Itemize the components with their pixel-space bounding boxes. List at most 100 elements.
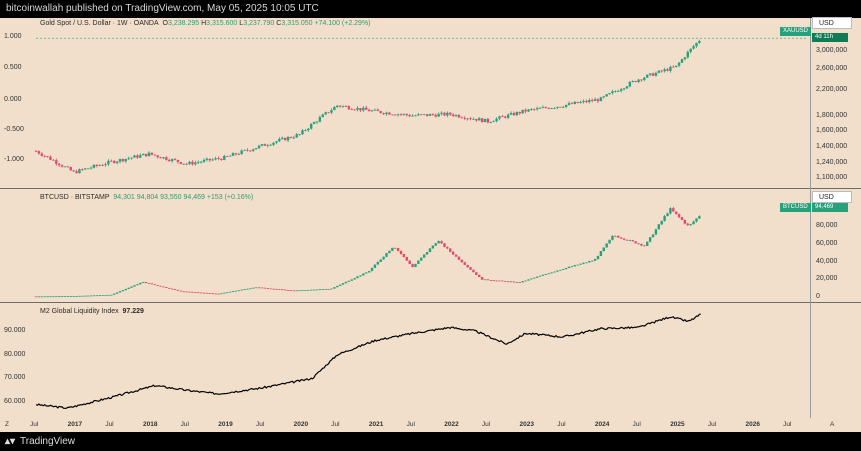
btc-candle bbox=[483, 279, 487, 281]
gold-candle bbox=[382, 113, 385, 115]
gold-candle bbox=[98, 165, 101, 166]
gold-candle bbox=[304, 130, 307, 132]
btc-candle bbox=[692, 221, 695, 225]
gold-candle bbox=[63, 166, 67, 168]
gold-candle bbox=[330, 110, 333, 113]
gold-candle bbox=[359, 107, 362, 111]
btc-candle bbox=[194, 292, 197, 293]
gold-candle bbox=[422, 114, 426, 115]
btc-candle bbox=[660, 220, 663, 225]
gold-currency-button[interactable]: USD bbox=[812, 17, 852, 29]
btc-candle bbox=[365, 272, 368, 274]
btc-candle bbox=[564, 267, 568, 270]
gold-candle bbox=[564, 104, 568, 107]
gold-candle bbox=[547, 107, 550, 109]
btc-panel[interactable] bbox=[33, 189, 811, 302]
gold-candle bbox=[81, 169, 84, 171]
gold-candle bbox=[208, 158, 212, 161]
gold-candle bbox=[92, 164, 96, 168]
btc-candle bbox=[147, 283, 151, 284]
btc-candle bbox=[289, 290, 293, 291]
gold-candle bbox=[37, 151, 41, 154]
gold-candle bbox=[211, 159, 214, 161]
m2-panel[interactable] bbox=[33, 303, 811, 418]
gold-candle bbox=[556, 106, 559, 108]
gold-candle bbox=[286, 137, 290, 141]
btc-candle bbox=[356, 276, 359, 279]
btc-candle bbox=[324, 288, 327, 290]
gold-candle bbox=[266, 145, 269, 147]
btc-candle bbox=[498, 280, 501, 282]
gold-candle bbox=[457, 114, 461, 118]
gold-candle bbox=[165, 157, 168, 160]
btc-candle bbox=[55, 296, 58, 298]
btc-candle bbox=[611, 235, 614, 240]
zoom-corner-button[interactable]: Z bbox=[5, 421, 9, 428]
gold-candle bbox=[144, 153, 148, 157]
gold-candle bbox=[611, 91, 614, 94]
gold-candle bbox=[454, 114, 458, 116]
btc-candle bbox=[40, 296, 43, 298]
btc-candle bbox=[434, 243, 437, 246]
m2-right-axis[interactable] bbox=[811, 303, 861, 418]
btc-candle bbox=[521, 281, 524, 283]
gold-candle bbox=[605, 94, 608, 97]
btc-candle bbox=[651, 234, 655, 238]
gold-candle bbox=[376, 109, 380, 112]
panel-separator[interactable] bbox=[0, 188, 861, 189]
gold-candle bbox=[524, 109, 527, 112]
gold-candle bbox=[411, 115, 414, 117]
btc-candle bbox=[121, 290, 125, 292]
gold-right-axis[interactable] bbox=[811, 18, 861, 188]
btc-candle bbox=[686, 223, 689, 226]
btc-currency-button[interactable]: USD bbox=[812, 191, 852, 203]
btc-candle bbox=[266, 288, 269, 289]
gold-candle bbox=[585, 100, 588, 103]
gold-candle bbox=[654, 72, 658, 76]
gold-candle bbox=[249, 150, 252, 152]
btc-candle bbox=[466, 264, 469, 268]
gold-right-tick-label: 1,800,000 bbox=[816, 111, 848, 119]
gold-candle bbox=[338, 105, 342, 107]
gold-candle bbox=[283, 137, 287, 141]
auto-scale-button[interactable]: A bbox=[830, 421, 835, 428]
btc-candle bbox=[411, 264, 414, 268]
gold-candle bbox=[57, 163, 61, 166]
btc-candle bbox=[136, 284, 139, 286]
btc-candle bbox=[315, 289, 319, 291]
m2-left-tick-label: 70.000 bbox=[4, 374, 26, 382]
btc-candle bbox=[550, 272, 553, 274]
gold-candle bbox=[220, 158, 223, 160]
gold-candle bbox=[677, 62, 681, 66]
m2-series-line bbox=[35, 313, 701, 409]
time-axis[interactable]: Z A Jul 2017 Jul 2018 Jul 2019 Jul 2020 Jul 2021 J… bbox=[0, 418, 861, 432]
gold-left-tick-label: -0.500 bbox=[4, 126, 24, 133]
btc-candle bbox=[480, 277, 484, 280]
gold-candle bbox=[188, 161, 191, 165]
btc-candle bbox=[677, 214, 681, 218]
panel-separator[interactable] bbox=[0, 302, 861, 303]
btc-right-tick-label: 20,000 bbox=[816, 275, 838, 283]
gold-candle bbox=[269, 144, 272, 146]
gold-candle bbox=[298, 134, 301, 136]
gold-candle bbox=[425, 114, 429, 116]
tradingview-brand[interactable]: TradingView bbox=[20, 436, 76, 447]
gold-candle bbox=[153, 154, 156, 156]
gold-candle bbox=[254, 148, 258, 150]
btc-candle bbox=[420, 257, 423, 261]
btc-candle bbox=[657, 224, 661, 230]
btc-candle bbox=[666, 213, 669, 217]
gold-candle bbox=[295, 134, 298, 138]
gold-candle bbox=[141, 153, 145, 156]
btc-candle bbox=[159, 285, 162, 287]
time-axis-label: Jul bbox=[105, 421, 114, 428]
btc-candle bbox=[614, 235, 617, 237]
gold-panel[interactable] bbox=[33, 18, 811, 188]
btc-candle bbox=[674, 211, 678, 215]
time-axis-label: Jul bbox=[557, 421, 566, 428]
btc-candle bbox=[330, 288, 333, 290]
btc-candle bbox=[648, 237, 652, 242]
btc-candle bbox=[350, 279, 353, 281]
gold-candle bbox=[437, 113, 440, 117]
